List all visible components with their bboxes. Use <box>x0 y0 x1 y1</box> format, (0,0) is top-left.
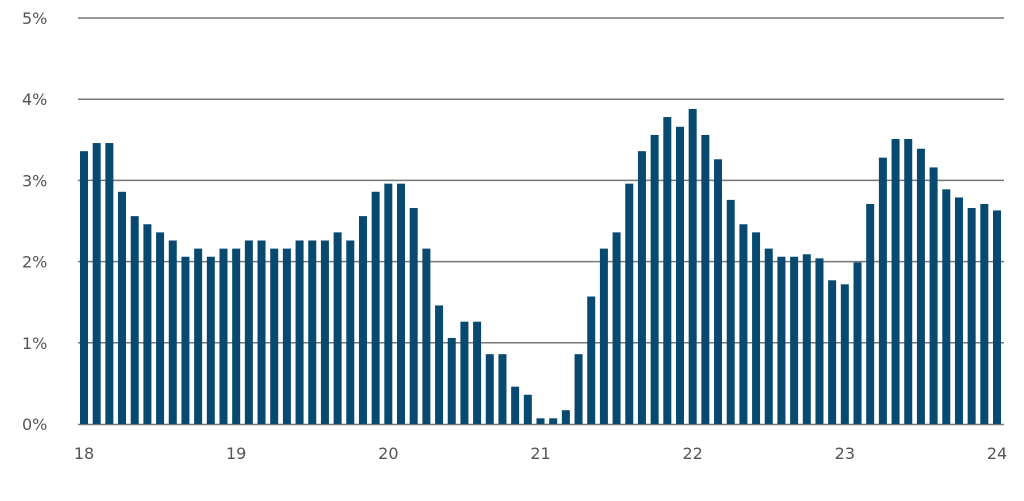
bar-72 <box>993 210 1001 424</box>
bar-4 <box>130 216 139 424</box>
bar-69 <box>954 197 963 424</box>
bar-59 <box>828 280 837 424</box>
bar-17 <box>295 240 304 424</box>
bar-52 <box>739 224 748 424</box>
bar-55 <box>777 256 786 424</box>
bar-38 <box>561 410 570 424</box>
bar-34 <box>511 386 520 424</box>
bar-40 <box>587 296 596 424</box>
bar-24 <box>384 183 393 424</box>
bar-12 <box>232 248 241 424</box>
bar-20 <box>333 232 342 424</box>
bar-63 <box>878 157 887 424</box>
bar-21 <box>346 240 355 424</box>
bar-43 <box>625 183 634 424</box>
bar-53 <box>752 232 761 424</box>
bar-7 <box>168 240 177 424</box>
bar-13 <box>244 240 253 424</box>
y-tick-label-4: 4% <box>22 90 47 109</box>
bar-2 <box>105 143 114 425</box>
bar-14 <box>257 240 266 424</box>
bar-62 <box>866 203 875 424</box>
bar-41 <box>599 248 608 424</box>
bar-3 <box>118 191 127 424</box>
x-tick-label-0: 18 <box>74 444 94 463</box>
bar-58 <box>815 258 824 424</box>
bar-70 <box>967 208 976 424</box>
bar-47 <box>675 126 684 424</box>
y-tick-labels: 0% 1% 2% 3% 4% 5% <box>22 9 47 434</box>
y-tick-label-0: 0% <box>22 415 47 434</box>
bar-49 <box>701 134 710 424</box>
bar-68 <box>942 189 951 424</box>
bar-0 <box>80 151 88 425</box>
x-tick-label-6: 24 <box>987 444 1007 463</box>
bar-10 <box>206 256 215 424</box>
bar-33 <box>498 354 507 424</box>
bar-25 <box>397 183 406 424</box>
bar-51 <box>726 199 735 424</box>
x-tick-label-1: 19 <box>226 444 246 463</box>
bar-61 <box>853 262 862 424</box>
x-tick-label-5: 23 <box>835 444 855 463</box>
y-tick-label-3: 3% <box>22 171 47 190</box>
bar-36 <box>536 418 545 424</box>
bar-39 <box>574 354 583 424</box>
bar-15 <box>270 248 279 424</box>
bar-26 <box>409 208 418 424</box>
bar-64 <box>891 138 900 425</box>
bar-19 <box>320 240 329 424</box>
gridlines <box>78 17 1004 426</box>
bar-66 <box>916 148 925 425</box>
bar-48 <box>688 108 697 424</box>
bar-22 <box>358 216 367 424</box>
bar-54 <box>764 248 773 424</box>
bar-11 <box>219 248 228 424</box>
bars <box>80 108 1001 425</box>
bar-46 <box>663 117 672 424</box>
bar-31 <box>473 321 482 424</box>
bar-56 <box>790 256 799 424</box>
bar-37 <box>549 418 558 424</box>
bar-35 <box>523 394 532 424</box>
bar-23 <box>371 191 380 424</box>
bar-71 <box>980 203 989 424</box>
bar-45 <box>650 134 659 424</box>
bar-27 <box>422 248 431 424</box>
bar-16 <box>282 248 291 424</box>
bar-6 <box>156 232 165 424</box>
bar-44 <box>637 151 646 425</box>
bar-9 <box>194 248 203 424</box>
bar-18 <box>308 240 317 424</box>
bar-28 <box>435 305 444 424</box>
y-tick-label-1: 1% <box>22 334 47 353</box>
bar-8 <box>181 256 190 424</box>
bar-30 <box>460 321 469 424</box>
y-tick-label-5: 5% <box>22 9 47 28</box>
bar-60 <box>840 284 849 424</box>
x-tick-label-4: 22 <box>682 444 702 463</box>
bar-42 <box>612 232 621 424</box>
y-tick-label-2: 2% <box>22 253 47 272</box>
bar-29 <box>447 337 456 424</box>
bar-57 <box>802 254 811 424</box>
x-tick-labels: 18 19 20 21 22 23 24 <box>74 444 1007 463</box>
bar-65 <box>904 138 913 425</box>
bar-32 <box>485 354 494 424</box>
bar-5 <box>143 224 152 424</box>
x-tick-label-3: 21 <box>530 444 550 463</box>
bar-50 <box>714 159 723 425</box>
x-tick-label-2: 20 <box>378 444 398 463</box>
bar-1 <box>92 143 101 425</box>
bar-67 <box>929 167 938 424</box>
